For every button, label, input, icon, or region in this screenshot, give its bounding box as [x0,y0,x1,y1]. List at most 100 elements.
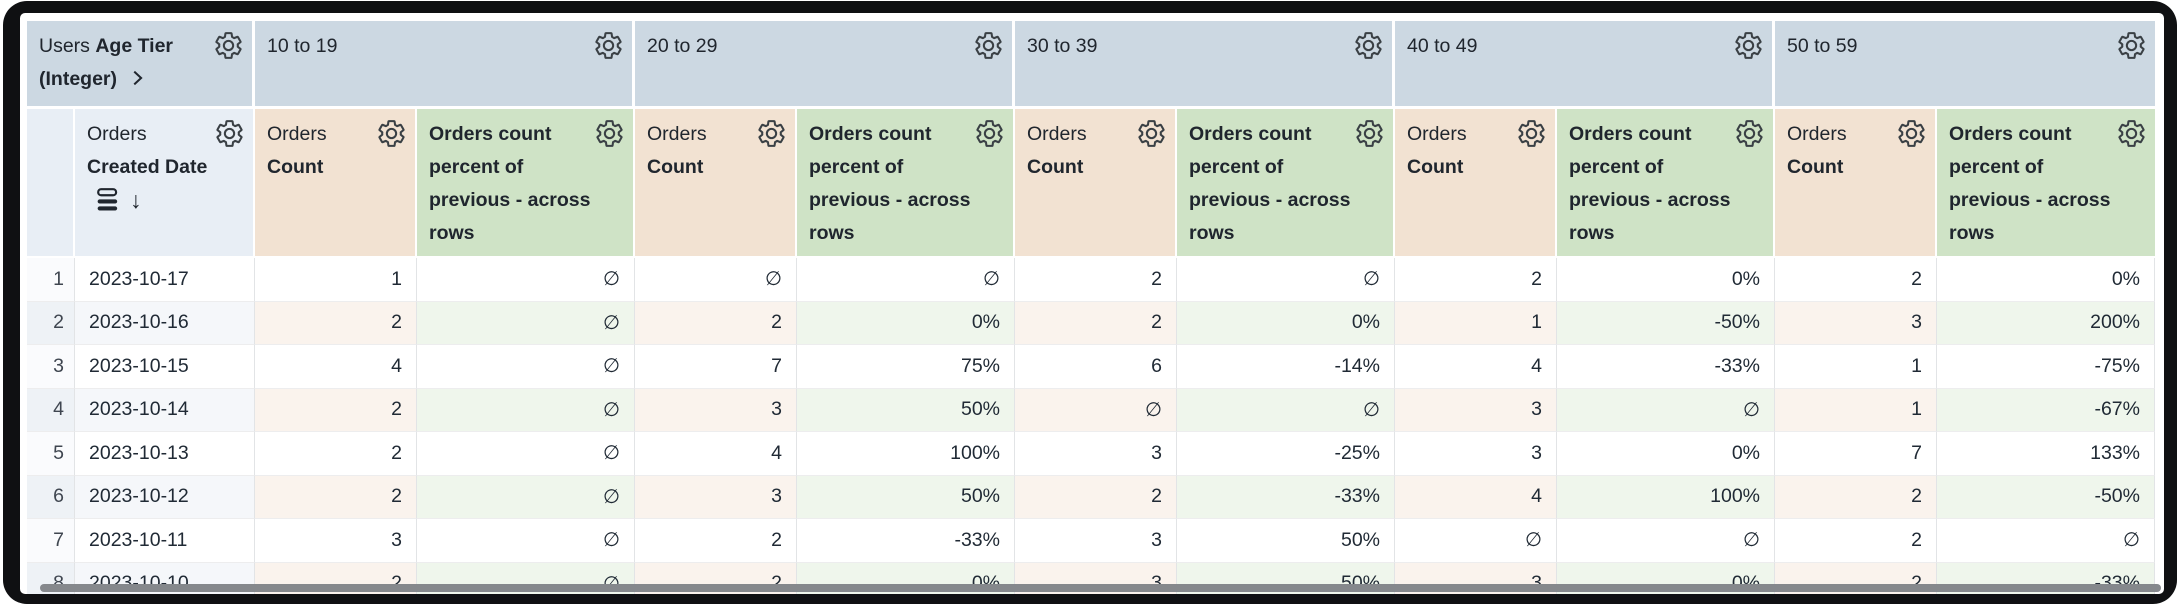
percent-of-previous-cell[interactable]: ∅ [417,388,635,432]
pivot-group-header[interactable]: 50 to 59 [1775,21,2155,109]
orders-count-cell[interactable]: 4 [255,345,417,389]
orders-count-cell[interactable]: 4 [635,432,797,476]
horizontal-scrollbar[interactable] [40,584,2161,592]
gear-icon[interactable] [1896,118,1927,149]
orders-count-cell[interactable]: 2 [255,475,417,519]
gear-icon[interactable] [1734,118,1765,149]
orders-count-cell[interactable]: ∅ [1015,388,1177,432]
pivot-dimension-header[interactable]: Users Age Tier (Integer) [27,21,255,109]
orders-count-cell[interactable]: 2 [1775,258,1937,302]
percent-of-previous-cell[interactable]: -14% [1177,345,1395,389]
percent-of-previous-cell[interactable]: ∅ [417,432,635,476]
percent-of-previous-cell[interactable]: 0% [1557,258,1775,302]
orders-count-cell[interactable]: 1 [1775,345,1937,389]
percent-of-previous-cell[interactable]: 50% [797,388,1015,432]
orders-count-cell[interactable]: 3 [1015,432,1177,476]
gear-icon[interactable] [214,118,245,149]
orders-count-cell[interactable]: ∅ [635,258,797,302]
percent-of-previous-cell[interactable]: 133% [1937,432,2155,476]
orders-count-header[interactable]: Orders Count [1775,109,1937,258]
orders-count-cell[interactable]: 2 [1015,258,1177,302]
orders-count-header[interactable]: Orders Count [255,109,417,258]
percent-of-previous-cell[interactable]: 100% [797,432,1015,476]
percent-of-previous-cell[interactable]: 0% [1177,301,1395,345]
percent-of-previous-cell[interactable]: ∅ [417,301,635,345]
date-cell[interactable]: 2023-10-11 [75,519,255,563]
percent-of-previous-cell[interactable]: ∅ [1557,519,1775,563]
percent-of-previous-header[interactable]: Orders count percent of previous - acros… [797,109,1015,258]
orders-count-cell[interactable]: 2 [255,388,417,432]
percent-of-previous-cell[interactable]: -33% [1177,475,1395,519]
orders-count-cell[interactable]: 2 [635,519,797,563]
orders-count-cell[interactable]: 1 [1775,388,1937,432]
orders-count-cell[interactable]: 3 [1015,519,1177,563]
orders-count-cell[interactable]: 3 [1395,388,1557,432]
percent-of-previous-cell[interactable]: ∅ [417,345,635,389]
orders-count-header[interactable]: Orders Count [635,109,797,258]
gear-icon[interactable] [1353,30,1384,61]
orders-count-cell[interactable]: 3 [1775,301,1937,345]
gear-icon[interactable] [2116,118,2147,149]
pivot-group-header[interactable]: 40 to 49 [1395,21,1775,109]
gear-icon[interactable] [594,118,625,149]
pivot-group-header[interactable]: 30 to 39 [1015,21,1395,109]
percent-of-previous-cell[interactable]: -67% [1937,388,2155,432]
percent-of-previous-header[interactable]: Orders count percent of previous - acros… [417,109,635,258]
gear-icon[interactable] [756,118,787,149]
percent-of-previous-cell[interactable]: ∅ [417,519,635,563]
percent-of-previous-cell[interactable]: 50% [797,475,1015,519]
pivot-group-header[interactable]: 20 to 29 [635,21,1015,109]
date-cell[interactable]: 2023-10-17 [75,258,255,302]
expand-pivot-chevron-icon[interactable] [126,67,148,100]
orders-count-cell[interactable]: 2 [1395,258,1557,302]
percent-of-previous-cell[interactable]: 50% [1177,519,1395,563]
percent-of-previous-cell[interactable]: 0% [1937,258,2155,302]
orders-count-cell[interactable]: 2 [1775,519,1937,563]
percent-of-previous-cell[interactable]: 0% [1557,432,1775,476]
orders-count-cell[interactable]: 2 [255,432,417,476]
percent-of-previous-cell[interactable]: -50% [1557,301,1775,345]
orders-count-cell[interactable]: 2 [635,301,797,345]
percent-of-previous-cell[interactable]: 0% [797,301,1015,345]
gear-icon[interactable] [213,30,244,61]
orders-count-cell[interactable]: 3 [635,475,797,519]
percent-of-previous-cell[interactable]: 75% [797,345,1015,389]
gear-icon[interactable] [974,118,1005,149]
percent-of-previous-header[interactable]: Orders count percent of previous - acros… [1557,109,1775,258]
percent-of-previous-cell[interactable]: ∅ [1177,388,1395,432]
pivot-group-header[interactable]: 10 to 19 [255,21,635,109]
gear-icon[interactable] [1354,118,1385,149]
percent-of-previous-cell[interactable]: -75% [1937,345,2155,389]
orders-created-date-header[interactable]: Orders Created Date↓ [75,109,255,258]
orders-count-cell[interactable]: 2 [1015,475,1177,519]
percent-of-previous-header[interactable]: Orders count percent of previous - acros… [1937,109,2155,258]
date-cell[interactable]: 2023-10-16 [75,301,255,345]
percent-of-previous-cell[interactable]: -25% [1177,432,1395,476]
percent-of-previous-cell[interactable]: -33% [797,519,1015,563]
percent-of-previous-cell[interactable]: 100% [1557,475,1775,519]
orders-count-cell[interactable]: 3 [1395,432,1557,476]
orders-count-cell[interactable]: 7 [1775,432,1937,476]
gear-icon[interactable] [2116,30,2147,61]
percent-of-previous-cell[interactable]: ∅ [417,258,635,302]
orders-count-cell[interactable]: ∅ [1395,519,1557,563]
orders-count-cell[interactable]: 2 [1015,301,1177,345]
gear-icon[interactable] [1733,30,1764,61]
gear-icon[interactable] [1516,118,1547,149]
percent-of-previous-cell[interactable]: -33% [1557,345,1775,389]
percent-of-previous-cell[interactable]: 200% [1937,301,2155,345]
orders-count-cell[interactable]: 6 [1015,345,1177,389]
percent-of-previous-cell[interactable]: ∅ [1937,519,2155,563]
orders-count-cell[interactable]: 1 [255,258,417,302]
orders-count-header[interactable]: Orders Count [1395,109,1557,258]
date-cell[interactable]: 2023-10-12 [75,475,255,519]
gear-icon[interactable] [973,30,1004,61]
orders-count-cell[interactable]: 1 [1395,301,1557,345]
orders-count-cell[interactable]: 3 [635,388,797,432]
percent-of-previous-header[interactable]: Orders count percent of previous - acros… [1177,109,1395,258]
orders-count-cell[interactable]: 4 [1395,475,1557,519]
orders-count-cell[interactable]: 3 [255,519,417,563]
date-cell[interactable]: 2023-10-14 [75,388,255,432]
percent-of-previous-cell[interactable]: ∅ [1557,388,1775,432]
gear-icon[interactable] [593,30,624,61]
